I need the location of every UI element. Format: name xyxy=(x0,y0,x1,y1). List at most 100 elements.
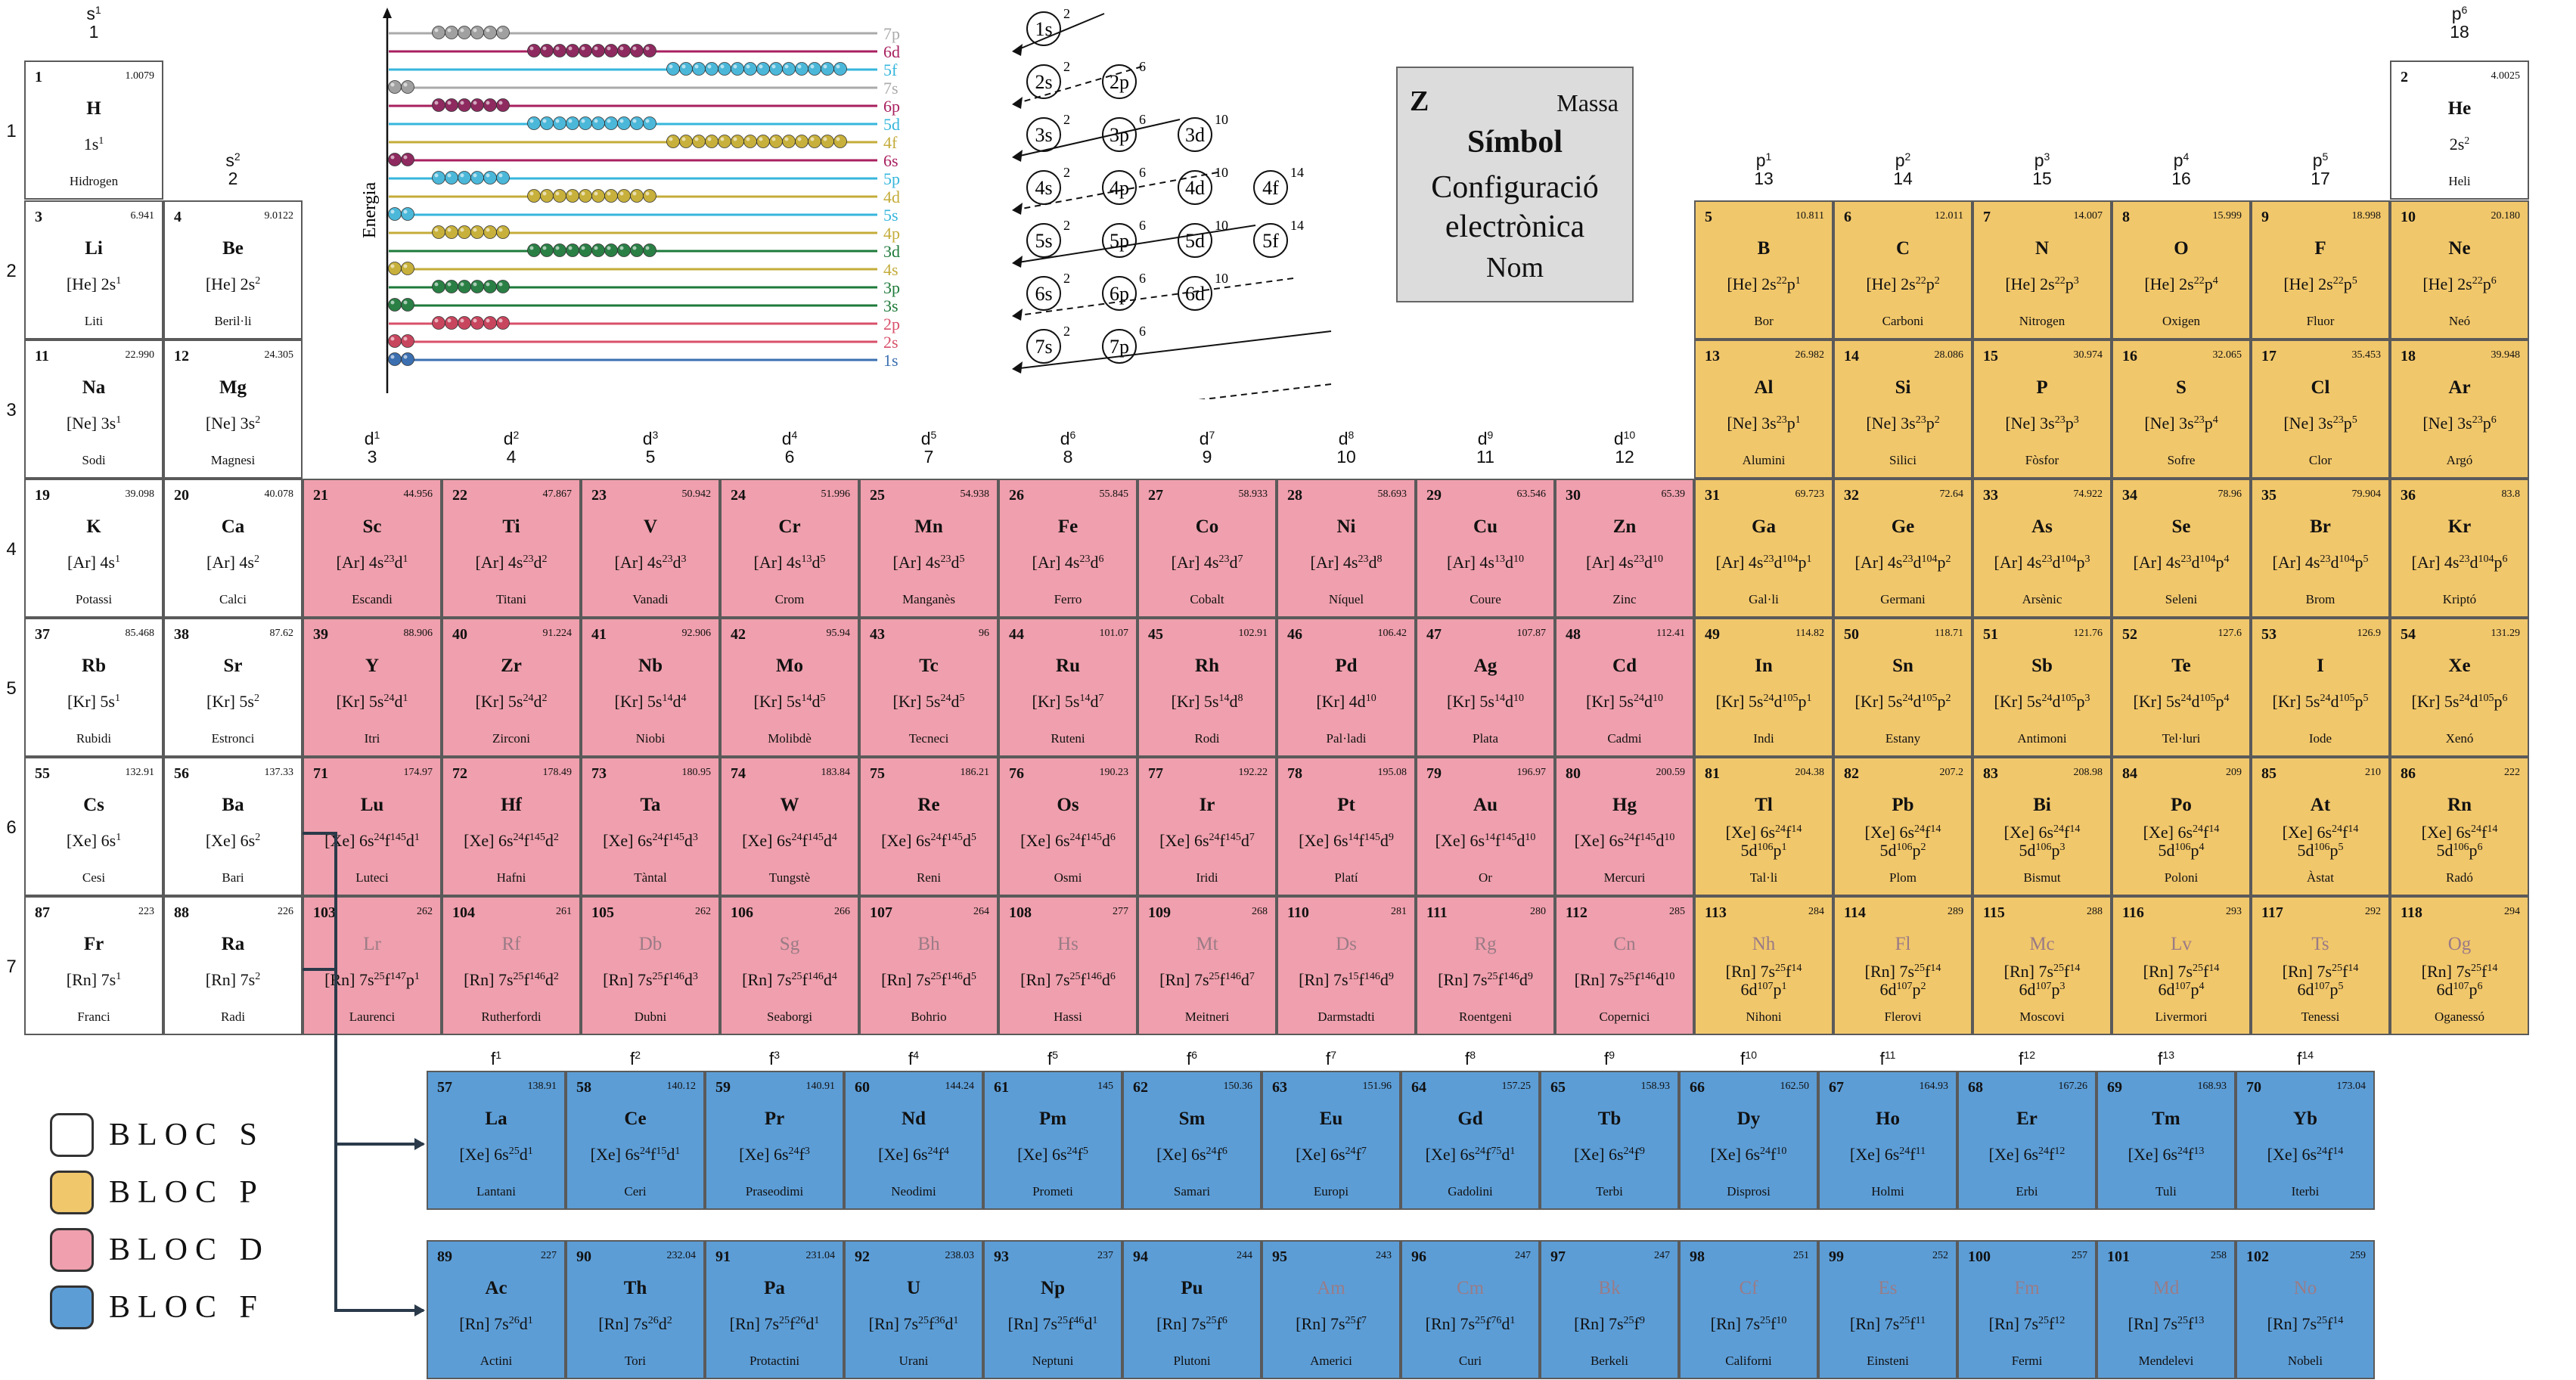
element-cell-ba[interactable]: 56 137.33 Ba [Xe] 6s2 Bari xyxy=(163,757,303,896)
element-cell-bh[interactable]: 107 264 Bh [Rn] 7s25f146d5 Bohrio xyxy=(859,896,998,1035)
element-cell-hf[interactable]: 72 178.49 Hf [Xe] 6s24f145d2 Hafni xyxy=(442,757,581,896)
element-cell-mo[interactable]: 42 95.94 Mo [Kr] 5s14d5 Molibdè xyxy=(720,618,859,757)
element-cell-u[interactable]: 92 238.03 U [Rn] 7s25f36d1 Urani xyxy=(844,1240,983,1379)
element-cell-cn[interactable]: 112 285 Cn [Rn] 7s25f146d10 Copernici xyxy=(1555,896,1694,1035)
element-cell-tc[interactable]: 43 96 Tc [Kr] 5s24d5 Tecneci xyxy=(859,618,998,757)
element-cell-w[interactable]: 74 183.84 W [Xe] 6s24f145d4 Tungstè xyxy=(720,757,859,896)
element-cell-cl[interactable]: 17 35.453 Cl [Ne] 3s23p5 Clor xyxy=(2251,340,2390,479)
element-cell-te[interactable]: 52 127.6 Te [Kr] 5s24d105p4 Tel·luri xyxy=(2112,618,2251,757)
element-cell-in[interactable]: 49 114.82 In [Kr] 5s24d105p1 Indi xyxy=(1694,618,1833,757)
element-cell-co[interactable]: 27 58.933 Co [Ar] 4s23d7 Cobalt xyxy=(1137,479,1277,618)
element-cell-sr[interactable]: 38 87.62 Sr [Kr] 5s2 Estronci xyxy=(163,618,303,757)
element-cell-lr[interactable]: 103 262 Lr [Rn] 7s25f147p1 Laurenci xyxy=(303,896,442,1035)
element-cell-ho[interactable]: 67 164.93 Ho [Xe] 6s24f11 Holmi xyxy=(1818,1071,1957,1210)
element-cell-ge[interactable]: 32 72.64 Ge [Ar] 4s23d104p2 Germani xyxy=(1833,479,1972,618)
element-cell-p[interactable]: 15 30.974 P [Ne] 3s23p3 Fòsfor xyxy=(1972,340,2112,479)
element-cell-be[interactable]: 4 9.0122 Be [He] 2s2 Beril·li xyxy=(163,200,303,340)
element-cell-cr[interactable]: 24 51.996 Cr [Ar] 4s13d5 Crom xyxy=(720,479,859,618)
element-cell-zr[interactable]: 40 91.224 Zr [Kr] 5s24d2 Zirconi xyxy=(442,618,581,757)
element-cell-pt[interactable]: 78 195.08 Pt [Xe] 6s14f145d9 Platí xyxy=(1277,757,1416,896)
element-cell-ac[interactable]: 89 227 Ac [Rn] 7s26d1 Actini xyxy=(427,1240,566,1379)
element-cell-lv[interactable]: 116 293 Lv [Rn] 7s25f14 6d107p4 Livermori xyxy=(2112,896,2251,1035)
element-cell-c[interactable]: 6 12.011 C [He] 2s22p2 Carboni xyxy=(1833,200,1972,340)
element-cell-tm[interactable]: 69 168.93 Tm [Xe] 6s24f13 Tuli xyxy=(2096,1071,2236,1210)
element-cell-lu[interactable]: 71 174.97 Lu [Xe] 6s24f145d1 Luteci xyxy=(303,757,442,896)
element-cell-k[interactable]: 19 39.098 K [Ar] 4s1 Potassi xyxy=(24,479,163,618)
element-cell-np[interactable]: 93 237 Np [Rn] 7s25f46d1 Neptuni xyxy=(983,1240,1122,1379)
element-cell-dy[interactable]: 66 162.50 Dy [Xe] 6s24f10 Disprosi xyxy=(1679,1071,1818,1210)
element-cell-rn[interactable]: 86 222 Rn [Xe] 6s24f14 5d106p6 Radó xyxy=(2390,757,2529,896)
element-cell-na[interactable]: 11 22.990 Na [Ne] 3s1 Sodi xyxy=(24,340,163,479)
element-cell-th[interactable]: 90 232.04 Th [Rn] 7s26d2 Tori xyxy=(566,1240,705,1379)
element-cell-no[interactable]: 102 259 No [Rn] 7s25f14 Nobeli xyxy=(2236,1240,2375,1379)
element-cell-si[interactable]: 14 28.086 Si [Ne] 3s23p2 Silici xyxy=(1833,340,1972,479)
element-cell-i[interactable]: 53 126.9 I [Kr] 5s24d105p5 Iode xyxy=(2251,618,2390,757)
element-cell-sn[interactable]: 50 118.71 Sn [Kr] 5s24d105p2 Estany xyxy=(1833,618,1972,757)
element-cell-yb[interactable]: 70 173.04 Yb [Xe] 6s24f14 Iterbi xyxy=(2236,1071,2375,1210)
element-cell-ta[interactable]: 73 180.95 Ta [Xe] 6s24f145d3 Tàntal xyxy=(581,757,720,896)
element-cell-n[interactable]: 7 14.007 N [He] 2s22p3 Nitrogen xyxy=(1972,200,2112,340)
element-cell-po[interactable]: 84 209 Po [Xe] 6s24f14 5d106p4 Poloni xyxy=(2112,757,2251,896)
element-cell-se[interactable]: 34 78.96 Se [Ar] 4s23d104p4 Seleni xyxy=(2112,479,2251,618)
element-cell-au[interactable]: 79 196.97 Au [Xe] 6s14f145d10 Or xyxy=(1416,757,1555,896)
element-cell-og[interactable]: 118 294 Og [Rn] 7s25f14 6d107p6 Oganessó xyxy=(2390,896,2529,1035)
element-cell-cf[interactable]: 98 251 Cf [Rn] 7s25f10 Californi xyxy=(1679,1240,1818,1379)
element-cell-db[interactable]: 105 262 Db [Rn] 7s25f146d3 Dubni xyxy=(581,896,720,1035)
element-cell-rg[interactable]: 111 280 Rg [Rn] 7s25f146d9 Roentgeni xyxy=(1416,896,1555,1035)
element-cell-ru[interactable]: 44 101.07 Ru [Kr] 5s14d7 Ruteni xyxy=(998,618,1137,757)
element-cell-cm[interactable]: 96 247 Cm [Rn] 7s25f76d1 Curi xyxy=(1401,1240,1540,1379)
element-cell-al[interactable]: 13 26.982 Al [Ne] 3s23p1 Alumini xyxy=(1694,340,1833,479)
element-cell-mt[interactable]: 109 268 Mt [Rn] 7s25f146d7 Meitneri xyxy=(1137,896,1277,1035)
element-cell-re[interactable]: 75 186.21 Re [Xe] 6s24f145d5 Reni xyxy=(859,757,998,896)
element-cell-mc[interactable]: 115 288 Mc [Rn] 7s25f14 6d107p3 Moscovi xyxy=(1972,896,2112,1035)
element-cell-fl[interactable]: 114 289 Fl [Rn] 7s25f14 6d107p2 Flerovi xyxy=(1833,896,1972,1035)
element-cell-er[interactable]: 68 167.26 Er [Xe] 6s24f12 Erbi xyxy=(1957,1071,2096,1210)
element-cell-ce[interactable]: 58 140.12 Ce [Xe] 6s24f15d1 Ceri xyxy=(566,1071,705,1210)
element-cell-ne[interactable]: 10 20.180 Ne [He] 2s22p6 Neó xyxy=(2390,200,2529,340)
element-cell-y[interactable]: 39 88.906 Y [Kr] 5s24d1 Itri xyxy=(303,618,442,757)
element-cell-v[interactable]: 23 50.942 V [Ar] 4s23d3 Vanadi xyxy=(581,479,720,618)
element-cell-ca[interactable]: 20 40.078 Ca [Ar] 4s2 Calci xyxy=(163,479,303,618)
element-cell-he[interactable]: 2 4.0025 He 2s2 Heli xyxy=(2390,60,2529,200)
element-cell-fm[interactable]: 100 257 Fm [Rn] 7s25f12 Fermi xyxy=(1957,1240,2096,1379)
element-cell-ir[interactable]: 77 192.22 Ir [Xe] 6s24f145d7 Iridi xyxy=(1137,757,1277,896)
element-cell-hg[interactable]: 80 200.59 Hg [Xe] 6s24f145d10 Mercuri xyxy=(1555,757,1694,896)
element-cell-ti[interactable]: 22 47.867 Ti [Ar] 4s23d2 Titani xyxy=(442,479,581,618)
element-cell-am[interactable]: 95 243 Am [Rn] 7s25f7 Americi xyxy=(1262,1240,1401,1379)
element-cell-ni[interactable]: 28 58.693 Ni [Ar] 4s23d8 Níquel xyxy=(1277,479,1416,618)
element-cell-bi[interactable]: 83 208.98 Bi [Xe] 6s24f14 5d106p3 Bismut xyxy=(1972,757,2112,896)
element-cell-xe[interactable]: 54 131.29 Xe [Kr] 5s24d105p6 Xenó xyxy=(2390,618,2529,757)
element-cell-nh[interactable]: 113 284 Nh [Rn] 7s25f14 6d107p1 Nihoni xyxy=(1694,896,1833,1035)
element-cell-ar[interactable]: 18 39.948 Ar [Ne] 3s23p6 Argó xyxy=(2390,340,2529,479)
element-cell-pr[interactable]: 59 140.91 Pr [Xe] 6s24f3 Praseodimi xyxy=(705,1071,844,1210)
element-cell-li[interactable]: 3 6.941 Li [He] 2s1 Liti xyxy=(24,200,163,340)
element-cell-tl[interactable]: 81 204.38 Tl [Xe] 6s24f14 5d106p1 Tal·li xyxy=(1694,757,1833,896)
element-cell-ga[interactable]: 31 69.723 Ga [Ar] 4s23d104p1 Gal·li xyxy=(1694,479,1833,618)
element-cell-eu[interactable]: 63 151.96 Eu [Xe] 6s24f7 Europi xyxy=(1262,1071,1401,1210)
element-cell-ts[interactable]: 117 292 Ts [Rn] 7s25f14 6d107p5 Tenessi xyxy=(2251,896,2390,1035)
element-cell-mg[interactable]: 12 24.305 Mg [Ne] 3s2 Magnesi xyxy=(163,340,303,479)
element-cell-at[interactable]: 85 210 At [Xe] 6s24f14 5d106p5 Àstat xyxy=(2251,757,2390,896)
element-cell-nb[interactable]: 41 92.906 Nb [Kr] 5s14d4 Niobi xyxy=(581,618,720,757)
element-cell-o[interactable]: 8 15.999 O [He] 2s22p4 Oxigen xyxy=(2112,200,2251,340)
element-cell-rh[interactable]: 45 102.91 Rh [Kr] 5s14d8 Rodi xyxy=(1137,618,1277,757)
element-cell-bk[interactable]: 97 247 Bk [Rn] 7s25f9 Berkeli xyxy=(1540,1240,1679,1379)
element-cell-fr[interactable]: 87 223 Fr [Rn] 7s1 Franci xyxy=(24,896,163,1035)
element-cell-cu[interactable]: 29 63.546 Cu [Ar] 4s13d10 Coure xyxy=(1416,479,1555,618)
element-cell-pb[interactable]: 82 207.2 Pb [Xe] 6s24f14 5d106p2 Plom xyxy=(1833,757,1972,896)
element-cell-hs[interactable]: 108 277 Hs [Rn] 7s25f146d6 Hassi xyxy=(998,896,1137,1035)
element-cell-cs[interactable]: 55 132.91 Cs [Xe] 6s1 Cesi xyxy=(24,757,163,896)
element-cell-s[interactable]: 16 32.065 S [Ne] 3s23p4 Sofre xyxy=(2112,340,2251,479)
element-cell-la[interactable]: 57 138.91 La [Xe] 6s25d1 Lantani xyxy=(427,1071,566,1210)
element-cell-pa[interactable]: 91 231.04 Pa [Rn] 7s25f26d1 Protactini xyxy=(705,1240,844,1379)
element-cell-pd[interactable]: 46 106.42 Pd [Kr] 4d10 Pal·ladi xyxy=(1277,618,1416,757)
element-cell-br[interactable]: 35 79.904 Br [Ar] 4s23d104p5 Brom xyxy=(2251,479,2390,618)
element-cell-md[interactable]: 101 258 Md [Rn] 7s25f13 Mendelevi xyxy=(2096,1240,2236,1379)
element-cell-es[interactable]: 99 252 Es [Rn] 7s25f11 Einsteni xyxy=(1818,1240,1957,1379)
element-cell-pm[interactable]: 61 145 Pm [Xe] 6s24f5 Prometi xyxy=(983,1071,1122,1210)
element-cell-fe[interactable]: 26 55.845 Fe [Ar] 4s23d6 Ferro xyxy=(998,479,1137,618)
element-cell-as[interactable]: 33 74.922 As [Ar] 4s23d104p3 Arsènic xyxy=(1972,479,2112,618)
element-cell-h[interactable]: 1 1.0079 H 1s1 Hidrogen xyxy=(24,60,163,200)
element-cell-tb[interactable]: 65 158.93 Tb [Xe] 6s24f9 Terbi xyxy=(1540,1071,1679,1210)
element-cell-kr[interactable]: 36 83.8 Kr [Ar] 4s23d104p6 Kriptó xyxy=(2390,479,2529,618)
